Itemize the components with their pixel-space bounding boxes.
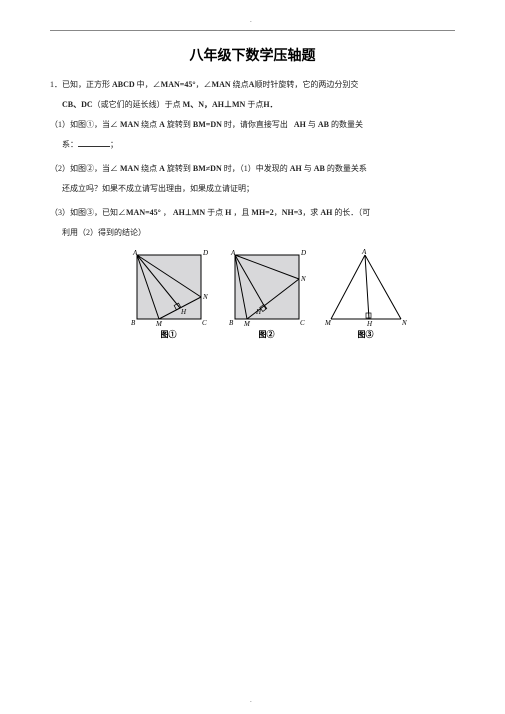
- q3t6: 的长．（可: [334, 208, 370, 217]
- svg-text:M: M: [243, 320, 251, 327]
- q1t4: 与: [308, 120, 316, 129]
- cbdc: CB、DC: [62, 100, 93, 109]
- t1: 已知，正方形: [62, 80, 110, 89]
- svg-text:B: B: [131, 319, 136, 327]
- svg-text:N: N: [300, 275, 306, 283]
- q3t3: ，且: [233, 208, 249, 217]
- problem-intro: 1．已知，正方形 ABCD 中，∠MAN=45°，∠MAN 绕点A顺时针旋转，它…: [50, 77, 455, 93]
- t5: 顺时针旋转，它的两边分别交: [254, 80, 358, 89]
- svg-text:H: H: [366, 320, 373, 327]
- svg-text:D: D: [202, 249, 208, 257]
- q1ab: AB: [318, 120, 329, 129]
- mn: M、N，AH⊥MN: [183, 100, 246, 109]
- figure-3-svg: A M N H: [325, 247, 407, 327]
- q1t3: 时，请你直接写出: [224, 120, 288, 129]
- q1-cont: 系： ；: [50, 137, 455, 153]
- q1: （1）如图①，当∠ MAN 绕点 A 旋转到 BM=DN 时，请你直接写出 AH…: [50, 117, 455, 133]
- q2t2: 旋转到: [167, 164, 191, 173]
- figure-1: A D B C M N H 图①: [129, 247, 209, 340]
- q1A: A: [159, 120, 165, 129]
- q2A: A: [159, 164, 165, 173]
- svg-text:M: M: [325, 319, 332, 327]
- page-title: 八年级下数学压轴题: [50, 45, 455, 65]
- svg-text:C: C: [202, 319, 207, 327]
- figcap-3: 图③: [358, 329, 374, 340]
- svg-text:A: A: [132, 249, 138, 257]
- q3h: （3）如图③，已知∠: [50, 208, 126, 217]
- figcap-1: 图①: [161, 329, 177, 340]
- q2t4: 与: [304, 164, 312, 173]
- q1c: 系：: [62, 140, 78, 149]
- figcap-2: 图②: [259, 329, 275, 340]
- q2t5: 的数量关系: [327, 164, 367, 173]
- problem-intro-2: CB、DC（或它们的延长线）于点 M、N，AH⊥MN 于点H．: [50, 97, 455, 113]
- q3ah: AH: [320, 208, 332, 217]
- q2h: （2）如图②，当∠: [50, 164, 118, 173]
- t4: 绕点: [233, 80, 249, 89]
- q3: （3）如图③，已知∠MAN=45° ， AH⊥MN 于点 H ，且 MH=2，N…: [50, 205, 455, 221]
- svg-text:N: N: [202, 293, 208, 301]
- q2-cont: 还成立吗？如果不成立请写出理由，如果成立请证明；: [50, 181, 455, 197]
- q2ab: AB: [314, 164, 325, 173]
- q2man: MAN: [120, 164, 139, 173]
- figure-2-svg: A D B C M N H: [227, 247, 307, 327]
- svg-text:D: D: [300, 249, 306, 257]
- H: H．: [263, 100, 277, 109]
- top-rule: [50, 30, 455, 31]
- abcd: ABCD: [112, 80, 135, 89]
- svg-text:A: A: [230, 249, 236, 257]
- q1t5: 的数量关: [331, 120, 363, 129]
- q2t1: 绕点: [141, 164, 157, 173]
- t7: 于点: [247, 100, 263, 109]
- t6: （或它们的延长线）于点: [93, 100, 181, 109]
- man1: MAN=45°: [161, 80, 196, 89]
- q3nh: NH=3: [282, 208, 303, 217]
- q1t2: 旋转到: [167, 120, 191, 129]
- q2c: 还成立吗？如果不成立请写出理由，如果成立请证明；: [62, 184, 254, 193]
- q3t1: ，: [163, 208, 171, 217]
- svg-text:H: H: [255, 308, 262, 316]
- q1semi: ；: [110, 140, 118, 149]
- figures-row: A D B C M N H 图① A D B C M: [80, 247, 455, 340]
- t2: 中，∠: [137, 80, 161, 89]
- svg-text:N: N: [401, 319, 407, 327]
- figure-1-svg: A D B C M N H: [129, 247, 209, 327]
- q2bmdn: BM≠DN: [193, 164, 222, 173]
- svg-text:A: A: [361, 248, 367, 256]
- figure-2: A D B C M N H 图②: [227, 247, 307, 340]
- q1t1: 绕点: [141, 120, 157, 129]
- man: MAN: [212, 80, 231, 89]
- q3t4: ，: [274, 208, 282, 217]
- q3H: H: [225, 208, 231, 217]
- q2t3: 时，（1）中发现的: [224, 164, 288, 173]
- q3t2: 于点: [207, 208, 223, 217]
- q1bmdn: BM=DN: [193, 120, 222, 129]
- q1ah: AH: [294, 120, 306, 129]
- svg-text:B: B: [229, 319, 234, 327]
- q1h: （1）如图①，当∠: [50, 120, 118, 129]
- blank-answer: [78, 138, 110, 147]
- svg-text:C: C: [300, 319, 305, 327]
- prob-num: 1．: [50, 80, 62, 89]
- q3-cont: 利用（2）得到的结论）: [50, 225, 455, 241]
- q3mh: MH=2: [251, 208, 273, 217]
- footer-dot: .: [250, 696, 252, 704]
- q1man: MAN: [120, 120, 139, 129]
- q3ahmn: AH⊥MN: [173, 208, 205, 217]
- svg-text:H: H: [180, 308, 187, 316]
- header-dot: .: [250, 16, 252, 24]
- figure-3: A M N H 图③: [325, 247, 407, 340]
- svg-text:M: M: [155, 320, 163, 327]
- q2: （2）如图②，当∠ MAN 绕点 A 旋转到 BM≠DN 时，（1）中发现的 A…: [50, 161, 455, 177]
- q2ah: AH: [290, 164, 302, 173]
- q3man: MAN=45°: [126, 208, 161, 217]
- q3c: 利用（2）得到的结论）: [62, 228, 146, 237]
- page: . 八年级下数学压轴题 1．已知，正方形 ABCD 中，∠MAN=45°，∠MA…: [0, 0, 505, 714]
- t3: ，∠: [196, 80, 212, 89]
- q3t5: ，求: [302, 208, 318, 217]
